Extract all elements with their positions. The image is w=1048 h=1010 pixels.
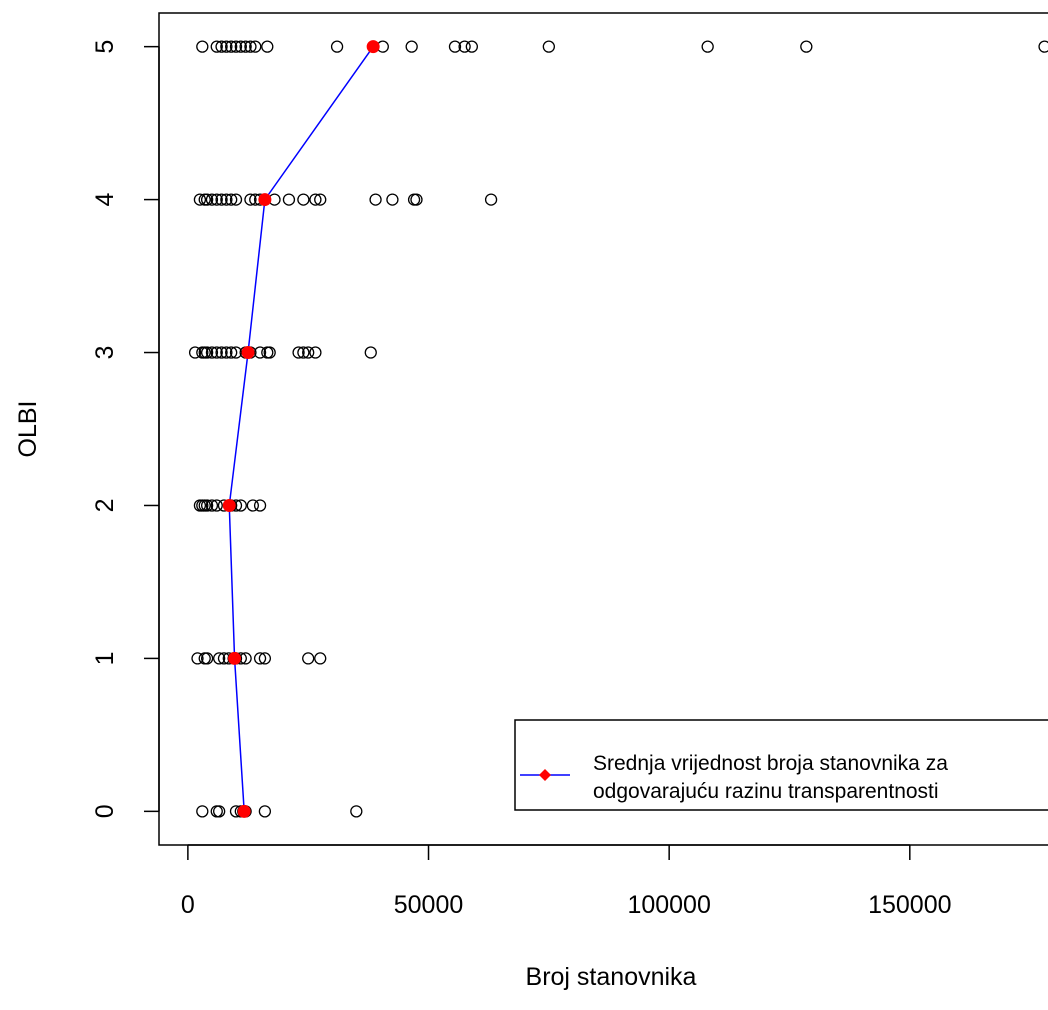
data-point	[246, 499, 260, 512]
data-point	[484, 193, 498, 206]
data-point	[253, 499, 267, 512]
y-tick-label: 5	[91, 40, 119, 54]
y-tick-label: 2	[91, 499, 119, 513]
legend-box	[514, 719, 1048, 811]
data-point	[244, 40, 257, 53]
y-tick-label: 4	[91, 193, 119, 207]
legend: Srednja vrijednost broja stanovnika za o…	[514, 719, 1048, 811]
data-point	[263, 346, 276, 359]
data-point	[193, 193, 207, 206]
data-point	[297, 193, 310, 206]
data-point	[205, 499, 219, 512]
data-point	[405, 40, 418, 53]
data-point	[234, 40, 247, 53]
data-point	[191, 652, 204, 665]
data-point	[258, 652, 272, 665]
legend-label-line-1: Srednja vrijednost broja stanovnika za	[593, 752, 948, 775]
data-point	[188, 346, 202, 359]
data-point	[205, 346, 219, 359]
data-point	[330, 40, 344, 53]
data-point	[258, 805, 272, 818]
data-point	[292, 346, 305, 359]
mean-series	[222, 40, 380, 818]
data-point	[244, 193, 257, 206]
x-tick-label: 150000	[868, 891, 951, 919]
data-point	[196, 40, 209, 53]
data-point	[1038, 40, 1048, 53]
data-point	[210, 40, 223, 53]
data-point	[239, 40, 252, 53]
data-point	[213, 652, 226, 665]
data-point	[200, 499, 214, 512]
mean-point	[228, 651, 242, 665]
data-point	[225, 40, 238, 53]
data-point	[200, 193, 214, 206]
data-point	[229, 40, 243, 53]
data-point	[364, 346, 377, 359]
data-point	[210, 346, 223, 359]
x-tick-label: 50000	[394, 891, 464, 919]
legend-marker-swatch	[539, 769, 551, 781]
data-point	[800, 40, 813, 53]
data-point	[220, 40, 233, 53]
data-point	[458, 40, 471, 53]
data-point	[297, 346, 310, 359]
data-point	[302, 346, 315, 359]
data-point	[282, 193, 296, 206]
data-point	[205, 193, 219, 206]
data-point	[350, 805, 363, 818]
data-point	[220, 193, 233, 206]
data-point	[261, 40, 274, 53]
data-point	[309, 346, 322, 359]
data-point	[542, 40, 555, 53]
x-tick-label: 100000	[627, 891, 710, 919]
data-point	[314, 193, 327, 206]
data-point	[220, 346, 233, 359]
y-axis-title: OLBI	[14, 401, 42, 458]
data-point	[200, 652, 214, 665]
data-point	[701, 40, 714, 53]
y-tick-label: 1	[91, 651, 119, 665]
y-axis: 0 1 2 3 4 5	[91, 40, 160, 818]
data-point	[215, 346, 228, 359]
mean-point	[366, 40, 380, 54]
data-point	[229, 193, 243, 206]
data-point	[386, 193, 399, 206]
mean-point	[237, 804, 251, 818]
mean-line	[228, 46, 374, 812]
data-point	[410, 193, 423, 206]
data-point	[225, 193, 238, 206]
x-axis: 0 50000 100000 150000	[181, 844, 952, 919]
data-point	[210, 499, 223, 512]
data-point	[200, 346, 214, 359]
data-point	[302, 652, 315, 665]
data-point	[253, 346, 267, 359]
data-point	[249, 40, 262, 53]
data-point	[369, 193, 382, 206]
data-point	[215, 40, 228, 53]
mean-point	[222, 498, 236, 512]
data-point	[215, 193, 228, 206]
data-point	[213, 805, 226, 818]
mean-point	[241, 346, 255, 360]
data-point	[225, 346, 238, 359]
x-tick-label: 0	[181, 891, 195, 919]
y-tick-label: 3	[91, 346, 119, 360]
data-point	[465, 40, 478, 53]
y-tick-label: 0	[91, 804, 119, 818]
data-point	[314, 652, 327, 665]
data-point	[309, 193, 322, 206]
x-axis-title: Broj stanovnika	[526, 963, 697, 991]
data-point	[253, 652, 267, 665]
data-point	[210, 193, 223, 206]
data-point	[196, 805, 209, 818]
legend-label-line-2: odgovarajuću razinu transparentnosti	[593, 780, 939, 803]
data-point	[448, 40, 462, 53]
data-point	[229, 346, 243, 359]
mean-point	[258, 193, 272, 207]
